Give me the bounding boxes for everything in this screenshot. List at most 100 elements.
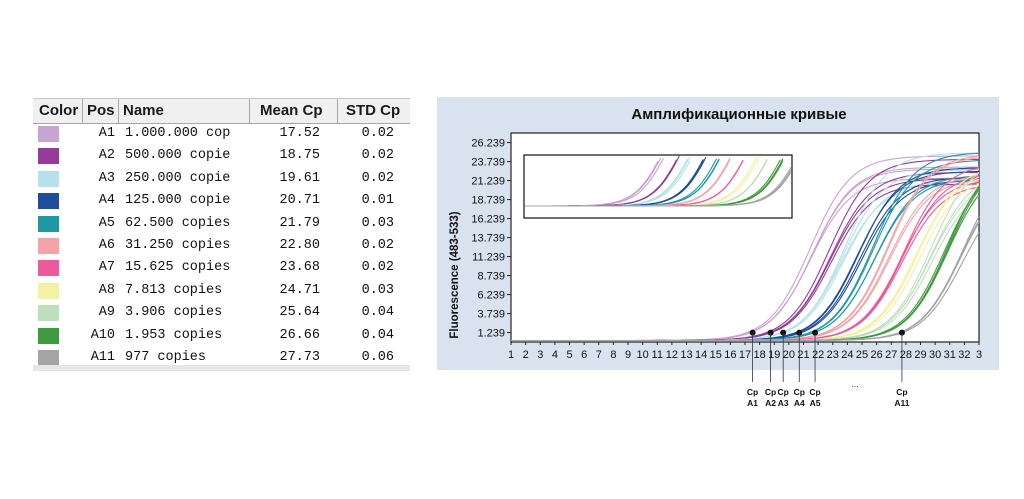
mean-cp-cell: 26.66 xyxy=(279,327,320,343)
x-tick-label: 32 xyxy=(958,349,970,361)
table-row[interactable]: A7 15.625 copies 23.68 0.02 xyxy=(33,257,410,279)
x-tick-label: 2 xyxy=(523,349,529,361)
std-cp-cell: 0.04 xyxy=(361,305,394,321)
name-cell: 1.953 copies xyxy=(125,327,223,343)
x-tick-label: 30 xyxy=(929,349,941,361)
x-tick-label: 17 xyxy=(739,349,751,361)
column-header-pos[interactable]: Pos xyxy=(83,99,119,123)
pos-cell: A6 xyxy=(98,238,115,253)
name-cell: 7.813 copies xyxy=(125,282,223,298)
column-header-std-cp[interactable]: STD Cp xyxy=(346,102,401,119)
x-tick-label: 22 xyxy=(812,349,824,361)
mean-cp-cell: 24.71 xyxy=(279,282,320,298)
amplification-chart-panel: Амплификационные кривые Fluorescence (48… xyxy=(437,97,999,370)
pos-cell: A7 xyxy=(98,260,115,276)
x-tick-label: 26 xyxy=(871,349,883,361)
x-tick-label: 31 xyxy=(944,349,956,361)
name-cell: 1.000.000 cop xyxy=(125,126,231,141)
x-tick-label: 15 xyxy=(710,349,722,361)
cp-label-sample: A11 xyxy=(894,398,909,408)
x-tick-label: 1 xyxy=(508,349,514,361)
color-swatch xyxy=(38,282,59,299)
color-swatch xyxy=(38,170,59,187)
cp-label-top: Cp xyxy=(765,387,776,397)
color-swatch xyxy=(38,327,59,344)
mean-cp-cell: 19.61 xyxy=(279,170,320,186)
x-tick-label: 19 xyxy=(768,349,780,361)
std-cp-cell: 0.06 xyxy=(361,350,394,365)
x-tick-label: 8 xyxy=(610,349,616,361)
color-swatch xyxy=(38,126,59,142)
table-row[interactable]: A5 62.500 copies 21.79 0.03 xyxy=(33,213,410,235)
pos-cell: A1 xyxy=(98,126,115,141)
cp-label-sample: A5 xyxy=(810,398,821,408)
mean-cp-cell: 21.79 xyxy=(279,215,320,231)
cp-label-top: Cp xyxy=(777,387,788,397)
x-axis-ticks: 1 2 3 4 5 6 7 8 9 10 11 12 13 14 15 16 17 18 19 20 21 22 23 24 2… xyxy=(508,342,982,361)
cp-label-sample: A3 xyxy=(778,398,789,408)
pos-cell: A8 xyxy=(98,282,115,298)
y-tick-label: 21.239 xyxy=(471,176,505,188)
name-cell: 500.000 copie xyxy=(125,148,231,164)
pos-cell: A4 xyxy=(98,193,115,209)
std-cp-cell: 0.03 xyxy=(361,215,394,231)
y-axis-label: Fluorescence (483-533) xyxy=(449,211,461,338)
y-tick-label: 1.239 xyxy=(477,328,505,340)
name-cell: 250.000 copie xyxy=(125,170,231,186)
std-cp-cell: 0.04 xyxy=(361,327,394,343)
mean-cp-cell: 22.80 xyxy=(279,238,320,253)
x-tick-label: 13 xyxy=(680,349,692,361)
pos-cell: A11 xyxy=(90,350,115,365)
table-row[interactable]: A8 7.813 copies 24.71 0.03 xyxy=(33,280,410,302)
y-tick-label: 6.239 xyxy=(477,290,505,302)
column-header-name[interactable]: Name xyxy=(119,99,250,123)
x-tick-label: 24 xyxy=(841,349,853,361)
cp-label-top: Cp xyxy=(896,387,907,397)
color-swatch xyxy=(38,148,59,165)
table-row[interactable]: A3 250.000 copie 19.61 0.02 xyxy=(33,168,410,190)
cp-annotations: CpA1CpA2CpA3CpA4CpA5CpA11 ... xyxy=(747,370,910,408)
pos-cell: A10 xyxy=(90,327,115,343)
x-tick-label: 21 xyxy=(797,349,809,361)
y-axis-ticks: 26.239 23.739 21.239 18.739 16.239 13.739 11.2… xyxy=(471,138,511,340)
table-row[interactable]: A9 3.906 copies 25.64 0.04 xyxy=(33,302,410,324)
y-tick-label: 18.739 xyxy=(471,195,505,207)
y-tick-label: 16.239 xyxy=(471,214,505,226)
inset-curve-a11 xyxy=(525,169,792,207)
chart-title: Амплификационные кривые xyxy=(631,106,846,123)
cp-label-top: Cp xyxy=(747,387,758,397)
pos-cell: A5 xyxy=(98,215,115,231)
color-swatch xyxy=(38,238,59,254)
std-cp-cell: 0.02 xyxy=(361,126,394,141)
pos-cell: A2 xyxy=(98,148,115,164)
table-row[interactable]: A2 500.000 copie 18.75 0.02 xyxy=(33,145,410,167)
mean-cp-cell: 17.52 xyxy=(279,126,320,141)
x-tick-label: 14 xyxy=(695,349,707,361)
name-cell: 977 copies xyxy=(125,350,207,365)
table-row[interactable]: A4 125.000 copie 20.71 0.01 xyxy=(33,190,410,212)
cp-label-sample: A4 xyxy=(794,398,805,408)
table-row[interactable]: A10 1.953 copies 26.66 0.04 xyxy=(33,325,410,347)
x-tick-label: 27 xyxy=(885,349,897,361)
horizontal-scrollbar[interactable] xyxy=(33,365,410,371)
mean-cp-cell: 18.75 xyxy=(279,148,320,164)
mean-cp-cell: 20.71 xyxy=(279,193,320,209)
x-tick-label: 29 xyxy=(914,349,926,361)
cp-label-top: Cp xyxy=(794,387,805,397)
inset-curves xyxy=(525,155,792,207)
table-row[interactable]: A1 1.000.000 cop 17.52 0.02 xyxy=(33,123,410,145)
x-tick-label: 18 xyxy=(754,349,766,361)
column-header-color[interactable]: Color xyxy=(33,99,83,123)
column-header-mean-cp[interactable]: Mean Cp xyxy=(250,99,338,123)
x-tick-label: 4 xyxy=(552,349,558,361)
table-row[interactable]: A11 977 copies 27.73 0.06 xyxy=(33,347,410,369)
y-tick-label: 23.739 xyxy=(471,157,505,169)
sample-table: Color Pos Name Mean Cp STD Cp A1 1.000.00… xyxy=(33,98,410,371)
x-tick-label: 6 xyxy=(581,349,587,361)
table-row[interactable]: A6 31.250 copies 22.80 0.02 xyxy=(33,235,410,257)
x-tick-label: 12 xyxy=(666,349,678,361)
name-cell: 62.500 copies xyxy=(125,215,231,231)
name-cell: 3.906 copies xyxy=(125,305,223,321)
ellipsis-label: ... xyxy=(851,379,859,389)
